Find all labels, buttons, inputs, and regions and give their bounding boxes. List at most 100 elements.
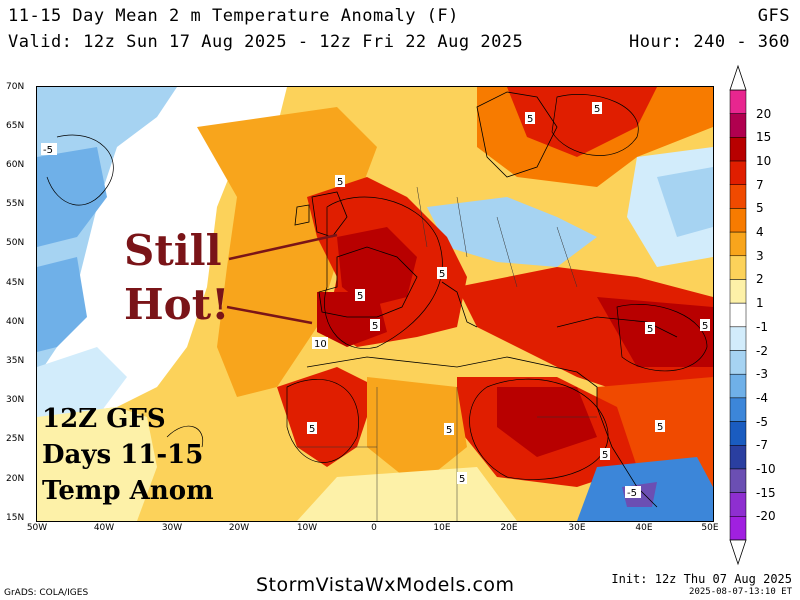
lon-label-50e: 50E bbox=[701, 523, 719, 533]
contour-line bbox=[286, 378, 359, 463]
contour-line bbox=[616, 304, 708, 372]
lat-label-30n: 30N bbox=[6, 395, 25, 405]
colorbar-swatch bbox=[729, 279, 747, 304]
colorbar-label: -4 bbox=[756, 390, 768, 405]
lat-label-35n: 35N bbox=[6, 356, 25, 366]
subtropic-neutral bbox=[37, 407, 157, 521]
central-europe-cool bbox=[427, 197, 597, 267]
contour-label-box bbox=[444, 423, 454, 435]
contour-label: 5 bbox=[372, 321, 378, 332]
run-caption-line1: 12Z GFS bbox=[42, 404, 166, 434]
colorbar-swatch bbox=[729, 160, 747, 185]
france-core bbox=[337, 227, 417, 307]
forecast-hour: Hour: 240 - 360 bbox=[628, 32, 790, 52]
contour-label: 5 bbox=[647, 324, 653, 335]
contour-label-box bbox=[457, 472, 467, 484]
colorbar-label: -10 bbox=[756, 461, 776, 476]
colorbar-label: -3 bbox=[756, 367, 768, 382]
morocco-hot bbox=[277, 367, 377, 467]
colorbar-label: -2 bbox=[756, 343, 768, 358]
still-hot-annotation-line2: Hot! bbox=[124, 280, 230, 329]
colorbar-swatch bbox=[729, 326, 747, 351]
colorbar-swatch bbox=[729, 397, 747, 422]
colorbar-label: 15 bbox=[756, 130, 772, 145]
contour-label: 5 bbox=[594, 104, 600, 115]
europe-borders bbox=[416, 186, 578, 288]
contour-labels: -5 5 5 5 5 5 5 10 5 5 5 5 5 5 bbox=[41, 102, 710, 499]
contour-line bbox=[166, 425, 204, 448]
contour-label: 5 bbox=[602, 450, 608, 461]
contour-label-box bbox=[655, 420, 665, 432]
contour-label-box bbox=[600, 448, 610, 460]
contour-label-box bbox=[437, 267, 447, 279]
colorbar-swatch bbox=[729, 208, 747, 233]
colorbar-swatch bbox=[729, 421, 747, 446]
contour-label: -5 bbox=[43, 145, 53, 156]
grads-credit: GrADS: COLA/IGES bbox=[4, 588, 89, 598]
lon-label-30e: 30E bbox=[568, 523, 586, 533]
contour-label: -5 bbox=[627, 488, 637, 499]
contour-label: 5 bbox=[657, 422, 663, 433]
contour-label: 5 bbox=[309, 424, 315, 435]
turkey-coast bbox=[556, 316, 678, 338]
colorbar-swatch bbox=[729, 89, 747, 114]
contour-label-box bbox=[370, 319, 380, 331]
contour-label-box bbox=[41, 143, 57, 155]
colorbar-label: -15 bbox=[756, 485, 776, 500]
colorbar-swatch bbox=[729, 255, 747, 280]
colorbar-label: 20 bbox=[756, 106, 772, 121]
contour-line bbox=[324, 196, 443, 349]
contour-label-box bbox=[625, 486, 641, 498]
colorbar-label: 5 bbox=[756, 201, 764, 216]
colorbar-swatch bbox=[729, 231, 747, 257]
contour-label: 5 bbox=[439, 269, 445, 280]
contour-label: 5 bbox=[702, 321, 708, 332]
contour-label-box bbox=[645, 322, 655, 334]
colorbar-swatch bbox=[729, 492, 747, 517]
colorbar-swatch bbox=[729, 302, 747, 328]
colorbar-label: -1 bbox=[756, 319, 768, 334]
colorbar-label: 3 bbox=[756, 248, 764, 263]
lon-label-40w: 40W bbox=[93, 523, 115, 533]
lon-label-20e: 20E bbox=[500, 523, 518, 533]
colorbar-swatch bbox=[729, 373, 747, 399]
africa-borders bbox=[297, 387, 597, 521]
ireland-coast bbox=[294, 204, 310, 226]
lat-label-70n: 70N bbox=[6, 82, 25, 92]
run-caption-line3: Temp Anom bbox=[42, 476, 214, 506]
lon-label-40e: 40E bbox=[635, 523, 653, 533]
anomaly-map: -5 5 5 5 5 5 5 10 5 5 5 5 5 5 bbox=[36, 86, 714, 522]
russia-cooler bbox=[657, 167, 713, 237]
sahara-warm bbox=[367, 377, 467, 487]
lat-label-65n: 65N bbox=[6, 121, 25, 131]
lon-label-30w: 30W bbox=[161, 523, 183, 533]
contour-line bbox=[46, 134, 114, 206]
contour-label-box bbox=[307, 422, 317, 434]
colorbar-label: 10 bbox=[756, 154, 772, 169]
colorbar-label: 2 bbox=[756, 272, 764, 287]
contour-label-box bbox=[700, 319, 710, 331]
colorbar-label: -20 bbox=[756, 509, 776, 524]
map-title: 11-15 Day Mean 2 m Temperature Anomaly (… bbox=[8, 6, 459, 26]
colorbar-swatch bbox=[729, 184, 747, 209]
lon-label-10e: 10E bbox=[433, 523, 451, 533]
contour-label-box bbox=[335, 175, 345, 187]
colorbar-swatch bbox=[729, 445, 747, 470]
lat-label-45n: 45N bbox=[6, 278, 25, 288]
contour-label: 5 bbox=[357, 291, 363, 302]
scandinavia-coast bbox=[476, 91, 558, 178]
generated-time: 2025-08-07-13:10 ET bbox=[689, 587, 792, 597]
colorbar-label: -7 bbox=[756, 438, 768, 453]
scandinavia-hot bbox=[507, 87, 657, 157]
arrow-to-iberia bbox=[226, 305, 313, 325]
lat-label-25n: 25N bbox=[6, 434, 25, 444]
british-isles-coast bbox=[311, 191, 348, 238]
contour-label-box bbox=[525, 112, 535, 124]
contour-label: 5 bbox=[527, 114, 533, 125]
red-sea-coast bbox=[596, 406, 658, 508]
italy-coast bbox=[441, 281, 478, 328]
atlantic-light-cool bbox=[37, 347, 127, 427]
valid-period: Valid: 12z Sun 17 Aug 2025 - 12z Fri 22 … bbox=[8, 32, 524, 52]
lat-label-60n: 60N bbox=[6, 160, 25, 170]
north-africa-coast bbox=[306, 356, 598, 407]
